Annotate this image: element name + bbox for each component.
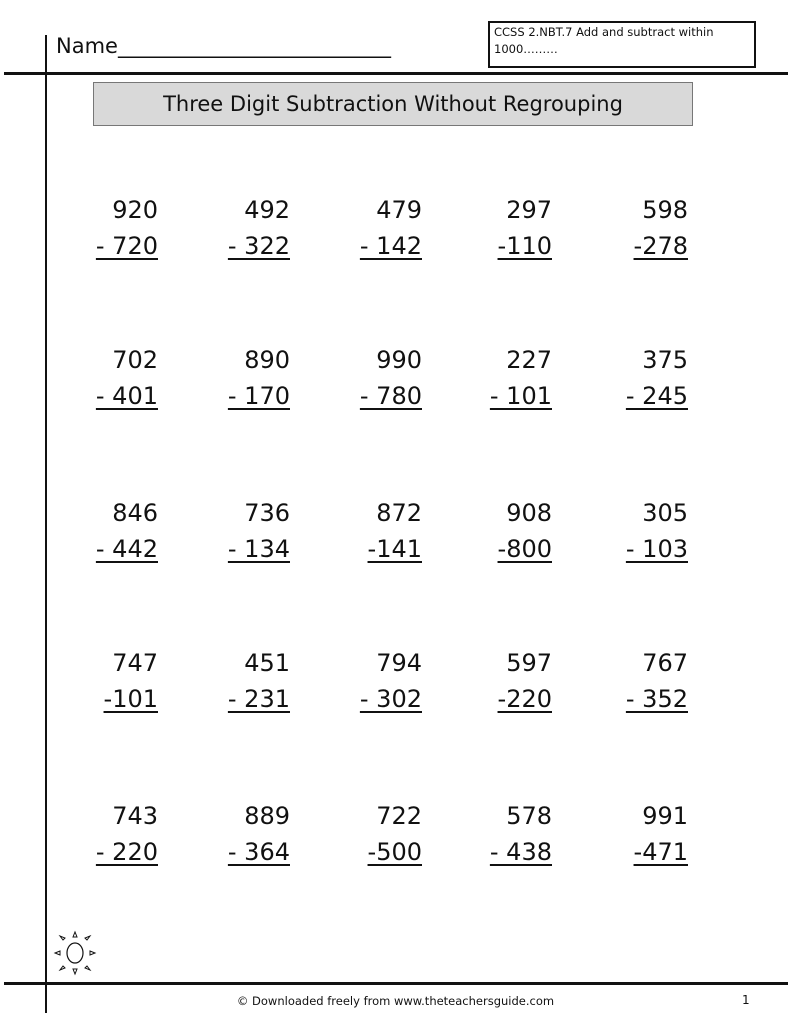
subtrahend: - 364 bbox=[227, 838, 290, 866]
subtraction-problem: 991 -471 bbox=[588, 798, 688, 870]
subtraction-problem: 578 - 438 bbox=[452, 798, 552, 870]
subtrahend: - 302 bbox=[359, 685, 422, 713]
subtraction-problem: 451 - 231 bbox=[190, 645, 290, 717]
subtraction-problem: 702 - 401 bbox=[58, 342, 158, 414]
subtraction-problem: 908 -800 bbox=[452, 495, 552, 567]
subtrahend: - 401 bbox=[95, 382, 158, 410]
subtraction-problem: 227 - 101 bbox=[452, 342, 552, 414]
minuend: 451 bbox=[244, 649, 290, 677]
minuend: 846 bbox=[112, 499, 158, 527]
subtraction-problem: 794 - 302 bbox=[322, 645, 422, 717]
header-divider bbox=[4, 72, 788, 75]
minuend: 597 bbox=[506, 649, 552, 677]
subtrahend: -500 bbox=[367, 838, 422, 866]
name-field: Name__________________________ bbox=[56, 34, 391, 58]
minuend: 920 bbox=[112, 196, 158, 224]
subtraction-problem: 305 - 103 bbox=[588, 495, 688, 567]
subtrahend: - 442 bbox=[95, 535, 158, 563]
subtraction-problem: 722 -500 bbox=[322, 798, 422, 870]
minuend: 702 bbox=[112, 346, 158, 374]
subtrahend: -141 bbox=[367, 535, 422, 563]
minuend: 889 bbox=[244, 802, 290, 830]
subtraction-problem: 890 - 170 bbox=[190, 342, 290, 414]
subtrahend: - 720 bbox=[95, 232, 158, 260]
subtrahend: -220 bbox=[497, 685, 552, 713]
sun-icon bbox=[53, 930, 97, 976]
subtrahend: - 245 bbox=[625, 382, 688, 410]
subtrahend: -471 bbox=[633, 838, 688, 866]
footer-credit: © Downloaded freely from www.theteachers… bbox=[236, 994, 555, 1008]
subtrahend: - 170 bbox=[227, 382, 290, 410]
minuend: 305 bbox=[642, 499, 688, 527]
minuend: 578 bbox=[506, 802, 552, 830]
footer-divider bbox=[4, 982, 788, 985]
minuend: 794 bbox=[376, 649, 422, 677]
subtraction-problem: 872 -141 bbox=[322, 495, 422, 567]
subtrahend: - 322 bbox=[227, 232, 290, 260]
subtraction-problem: 889 - 364 bbox=[190, 798, 290, 870]
subtraction-problem: 297 -110 bbox=[452, 192, 552, 264]
subtrahend: - 220 bbox=[95, 838, 158, 866]
minuend: 991 bbox=[642, 802, 688, 830]
minuend: 375 bbox=[642, 346, 688, 374]
minuend: 736 bbox=[244, 499, 290, 527]
subtrahend: - 438 bbox=[489, 838, 552, 866]
subtraction-problem: 736 - 134 bbox=[190, 495, 290, 567]
minuend: 743 bbox=[112, 802, 158, 830]
subtraction-problem: 920 - 720 bbox=[58, 192, 158, 264]
subtraction-problem: 479 - 142 bbox=[322, 192, 422, 264]
subtraction-problem: 767 - 352 bbox=[588, 645, 688, 717]
subtraction-problem: 846 - 442 bbox=[58, 495, 158, 567]
minuend: 872 bbox=[376, 499, 422, 527]
minuend: 722 bbox=[376, 802, 422, 830]
standard-box: CCSS 2.NBT.7 Add and subtract within 100… bbox=[488, 21, 756, 68]
minuend: 492 bbox=[244, 196, 290, 224]
subtraction-problem: 990 - 780 bbox=[322, 342, 422, 414]
minuend: 767 bbox=[642, 649, 688, 677]
subtrahend: -278 bbox=[633, 232, 688, 260]
subtrahend: -110 bbox=[497, 232, 552, 260]
subtrahend: - 103 bbox=[625, 535, 688, 563]
subtrahend: - 352 bbox=[625, 685, 688, 713]
subtraction-problem: 597 -220 bbox=[452, 645, 552, 717]
minuend: 297 bbox=[506, 196, 552, 224]
minuend: 747 bbox=[112, 649, 158, 677]
minuend: 890 bbox=[244, 346, 290, 374]
subtraction-problem: 743 - 220 bbox=[58, 798, 158, 870]
subtrahend: - 142 bbox=[359, 232, 422, 260]
subtraction-problem: 492 - 322 bbox=[190, 192, 290, 264]
subtraction-problem: 375 - 245 bbox=[588, 342, 688, 414]
subtraction-problem: 598 -278 bbox=[588, 192, 688, 264]
subtrahend: -101 bbox=[103, 685, 158, 713]
subtrahend: - 231 bbox=[227, 685, 290, 713]
subtrahend: - 134 bbox=[227, 535, 290, 563]
minuend: 908 bbox=[506, 499, 552, 527]
subtrahend: - 780 bbox=[359, 382, 422, 410]
minuend: 598 bbox=[642, 196, 688, 224]
worksheet-title: Three Digit Subtraction Without Regroupi… bbox=[93, 82, 693, 126]
minuend: 990 bbox=[376, 346, 422, 374]
subtraction-problem: 747 -101 bbox=[58, 645, 158, 717]
page-number: 1 bbox=[742, 993, 750, 1007]
minuend: 479 bbox=[376, 196, 422, 224]
margin-line bbox=[45, 35, 47, 1013]
minuend: 227 bbox=[506, 346, 552, 374]
subtrahend: -800 bbox=[497, 535, 552, 563]
subtrahend: - 101 bbox=[489, 382, 552, 410]
